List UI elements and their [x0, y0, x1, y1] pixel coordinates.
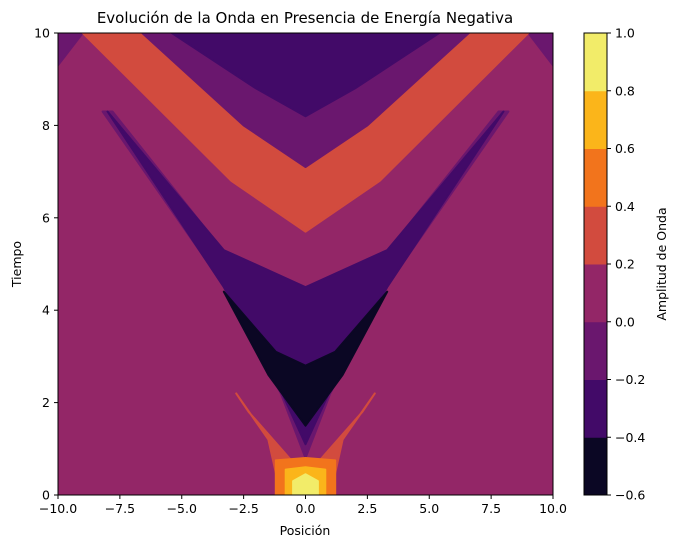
y-axis-label: Tiempo	[9, 241, 24, 288]
colorbar-tick-label: 0.2	[615, 257, 635, 272]
colorbar-segment	[584, 148, 607, 207]
y-tick-label: 6	[42, 210, 50, 225]
x-tick-label: 5.0	[419, 501, 439, 516]
x-tick-label: 7.5	[481, 501, 501, 516]
colorbar-segment	[584, 264, 607, 323]
y-tick-label: 2	[42, 395, 50, 410]
colorbar-tick-label: −0.4	[615, 430, 645, 445]
colorbar-tick-label: −0.2	[615, 372, 645, 387]
contour-lower-purple-band	[170, 33, 441, 118]
x-tick-label: −5.0	[167, 501, 197, 516]
colorbar-segment	[584, 379, 607, 438]
y-tick-label: 0	[42, 488, 50, 503]
x-axis-label: Posición	[280, 523, 331, 538]
x-tick-label: −10.0	[39, 501, 77, 516]
colorbar-tick-label: 0.8	[615, 83, 635, 98]
colorbar-label: Amplitud de Onda	[654, 207, 669, 320]
plot-area	[58, 33, 553, 495]
colorbar-tick-label: 0.0	[615, 314, 635, 329]
colorbar-tick-label: 1.0	[615, 26, 635, 41]
colorbar: −0.6 −0.4 −0.2 0.0 0.2 0.4 0.6 0.8 1.0	[584, 26, 645, 503]
x-tick-label: 0.0	[296, 501, 316, 516]
y-tick-label: 4	[42, 303, 50, 318]
colorbar-segment	[584, 321, 607, 380]
colorbar-segment	[584, 206, 607, 265]
y-tick-label: 10	[34, 26, 50, 41]
chart-title: Evolución de la Onda en Presencia de Ene…	[97, 9, 513, 27]
x-tick-label: 2.5	[357, 501, 377, 516]
colorbar-segment	[584, 437, 607, 496]
colorbar-tick-label: 0.4	[615, 199, 635, 214]
contour-core-orange	[235, 392, 376, 495]
contour-lower-wings	[222, 290, 389, 427]
colorbar-tick-label: −0.6	[615, 488, 645, 503]
colorbar-segment	[584, 90, 607, 149]
y-axis: 0 2 4 6 8 10	[34, 26, 58, 503]
y-tick-label: 8	[42, 118, 50, 133]
x-tick-label: −2.5	[228, 501, 258, 516]
contour-region-yellow-core	[292, 473, 319, 495]
x-axis: −10.0 −7.5 −5.0 −2.5 0.0 2.5 5.0 7.5 10.0	[39, 495, 567, 516]
colorbar-tick-label: 0.6	[615, 141, 635, 156]
colorbar-frame	[583, 32, 608, 496]
x-tick-label: 10.0	[539, 501, 567, 516]
x-tick-label: −7.5	[105, 501, 135, 516]
colorbar-segment	[584, 33, 607, 92]
